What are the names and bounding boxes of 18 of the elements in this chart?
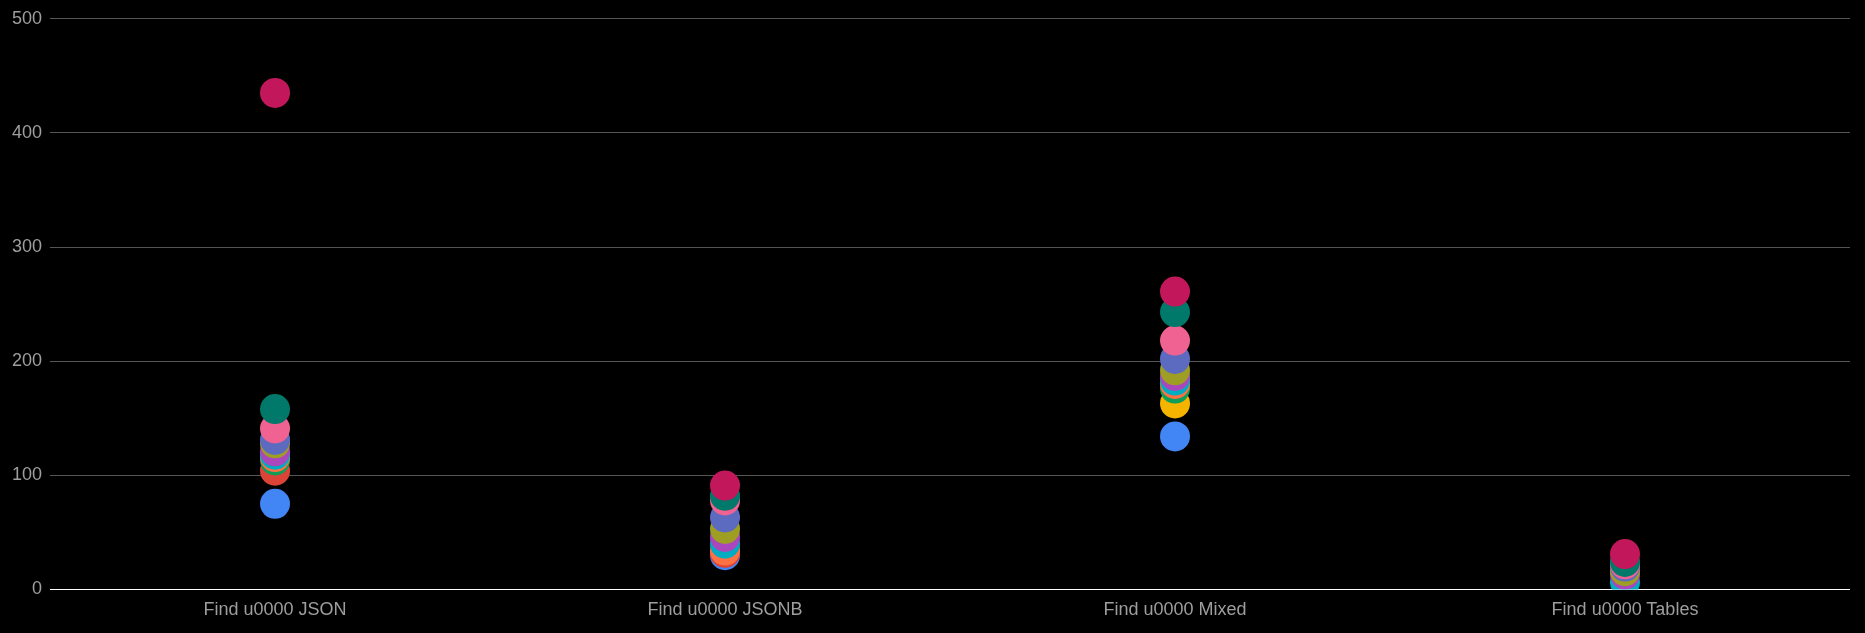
point [1610,539,1640,570]
x-tick-label: Find u0000 Mixed [1103,599,1247,620]
point [1160,325,1191,356]
point [260,394,291,425]
point [1160,276,1191,307]
y-tick-label: 500 [11,7,43,28]
y-tick-label: 400 [11,121,43,142]
y-tick-label: 200 [11,350,43,371]
y-tick-label: 100 [11,464,43,485]
point [260,77,291,108]
point [710,470,741,501]
x-tick-label: Find u0000 JSON [203,599,347,620]
y-tick-label: 0 [32,578,43,599]
x-tick-label: Find u0000 Tables [1551,599,1699,620]
point [1160,421,1191,452]
point [260,488,291,519]
x-tick-label: Find u0000 JSONB [647,599,803,620]
y-tick-label: 300 [11,236,43,257]
